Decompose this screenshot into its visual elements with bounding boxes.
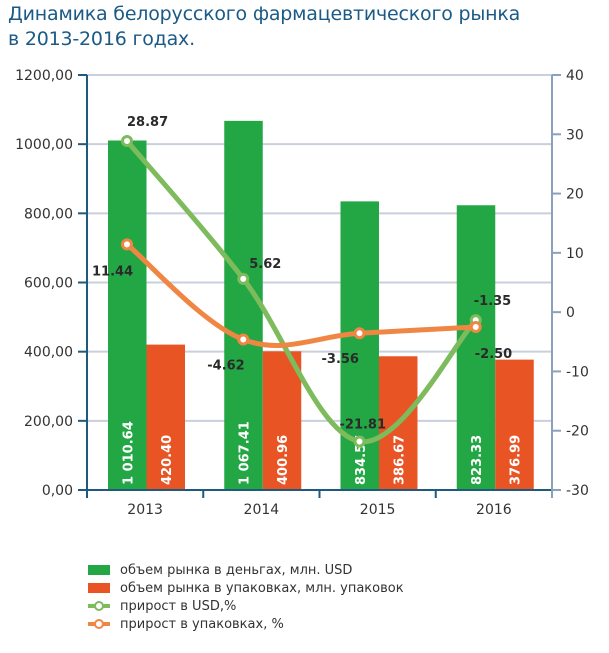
legend-swatch-packs	[88, 583, 110, 593]
bar-usd	[456, 205, 496, 490]
bar-value-label: 376.99	[509, 435, 524, 485]
left-axis-tick-label: 800,00	[24, 206, 73, 222]
left-axis-tick-label: 0,00	[42, 483, 73, 499]
legend-label: объем рынка в деньгах, млн. USD	[120, 562, 353, 578]
x-axis-tick-label: 2016	[476, 502, 512, 518]
line-value-label: -3.56	[322, 352, 359, 367]
right-axis-tick-label: 30	[566, 127, 584, 143]
bar-value-label: 834.57	[354, 435, 369, 485]
bar-value-label: 400.96	[276, 435, 291, 485]
right-axis-tick-label: -20	[566, 424, 589, 440]
right-axis-tick-label: 10	[566, 246, 584, 262]
line-value-label: -4.62	[207, 359, 244, 374]
x-axis-tick-label: 2014	[244, 502, 280, 518]
left-axis-tick-label: 1000,00	[15, 137, 73, 153]
bar-value-label: 1 010.64	[121, 421, 136, 485]
line-value-label: 11.44	[92, 264, 133, 279]
right-axis-tick-label: -30	[566, 483, 589, 499]
bar-value-label: 823.33	[470, 435, 485, 485]
bar-value-label: 1 067.41	[238, 421, 253, 485]
legend-item-packs-bars: объем рынка в упаковках, млн. упаковок	[88, 579, 404, 597]
right-axis-tick-label: 40	[566, 68, 584, 84]
left-axis-tick-label: 1200,00	[15, 68, 73, 84]
line-marker-usd	[237, 272, 250, 285]
legend-label: прирост в упаковках, %	[120, 616, 284, 632]
legend-swatch-usd	[88, 565, 110, 575]
left-axis-tick-label: 200,00	[24, 414, 73, 430]
right-axis-tick-label: -10	[566, 364, 589, 380]
line-usd	[124, 138, 479, 444]
chart-title-line-2: в 2013-2016 годах.	[8, 28, 195, 50]
bar-usd	[224, 120, 263, 491]
left-axis-tick-label: 600,00	[24, 276, 73, 292]
line-marker-packs	[237, 333, 250, 346]
right-axis-tick-label: 0	[566, 305, 575, 321]
chart-title: Динамика белорусского фармацевтического …	[8, 2, 520, 52]
legend-item-usd-bars: объем рынка в деньгах, млн. USD	[88, 561, 404, 579]
line-marker-usd	[121, 134, 133, 147]
right-axis-tick-label: 20	[566, 187, 584, 203]
line-marker-packs	[353, 327, 366, 340]
line-marker-packs	[469, 320, 482, 333]
bar-packs	[146, 344, 185, 490]
line-packs	[124, 241, 479, 348]
line-marker-packs	[121, 238, 133, 251]
legend-line-marker-usd-icon	[88, 601, 110, 611]
bar-packs	[495, 359, 534, 490]
line-value-label: 5.62	[249, 257, 281, 272]
line-value-label: 28.87	[127, 115, 168, 130]
bar-usd	[108, 140, 147, 490]
line-value-label: -1.35	[474, 294, 511, 309]
legend-label: объем рынка в упаковках, млн. упаковок	[120, 580, 404, 596]
line-value-label: -2.50	[475, 347, 512, 362]
bar-value-label: 386.67	[392, 435, 407, 485]
chart-title-line-1: Динамика белорусского фармацевтического …	[8, 3, 521, 25]
legend-line-marker-packs-icon	[88, 619, 110, 629]
bar-packs	[262, 351, 302, 490]
legend-label: прирост в USD,%	[120, 598, 237, 614]
line-marker-usd	[353, 435, 366, 448]
legend: объем рынка в деньгах, млн. USD объем ры…	[88, 561, 404, 633]
line-value-label: -21.81	[340, 417, 387, 432]
legend-item-packs-growth: прирост в упаковках, %	[88, 615, 404, 633]
x-axis-tick-label: 2015	[360, 502, 396, 518]
bar-value-label: 420.40	[160, 435, 175, 485]
legend-item-usd-growth: прирост в USD,%	[88, 597, 404, 615]
x-axis-tick-label: 2013	[127, 502, 163, 518]
left-axis-tick-label: 400,00	[24, 345, 73, 361]
